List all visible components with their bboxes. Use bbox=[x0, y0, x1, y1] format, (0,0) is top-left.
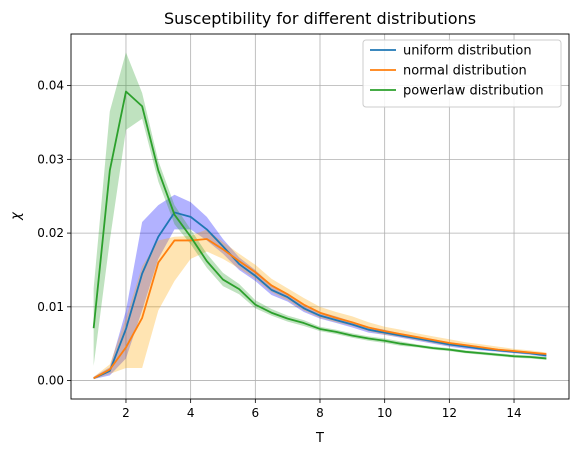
y-tick-label: 0.00 bbox=[37, 374, 64, 388]
y-tick-label: 0.02 bbox=[37, 226, 64, 240]
y-tick-label: 0.03 bbox=[37, 152, 64, 166]
chart-title: Susceptibility for different distributio… bbox=[164, 9, 476, 28]
uniform-series-line bbox=[93, 211, 547, 380]
powerlaw-series-line bbox=[92, 90, 547, 360]
legend-box bbox=[362, 39, 562, 108]
x-tick-label: 2 bbox=[122, 406, 130, 420]
powerlaw-legend-label: powerlaw distribution bbox=[403, 84, 544, 99]
normal-legend-label: normal distribution bbox=[403, 64, 527, 79]
uniform-legend-label: uniform distribution bbox=[403, 44, 532, 59]
normal-series-line bbox=[93, 238, 547, 380]
y-tick-label: 0.04 bbox=[37, 79, 64, 93]
y-tick-label: 0.01 bbox=[37, 300, 64, 314]
x-tick-label: 12 bbox=[442, 406, 457, 420]
x-axis-ticks: 2 4 6 8 10 12 14 bbox=[122, 399, 522, 420]
y-axis-label: χ bbox=[9, 211, 24, 221]
legend: uniform distribution normal distribution p… bbox=[362, 39, 562, 108]
legend-entries: uniform distribution normal distribution p… bbox=[370, 44, 544, 99]
x-tick-label: 10 bbox=[377, 406, 392, 420]
x-tick-label: 6 bbox=[252, 406, 260, 420]
series-lines bbox=[92, 90, 547, 380]
x-tick-label: 14 bbox=[506, 406, 521, 420]
y-axis-ticks: 0.00 0.01 0.02 0.03 0.04 bbox=[37, 79, 71, 388]
x-axis-label: T bbox=[315, 431, 324, 446]
x-tick-label: 4 bbox=[187, 406, 195, 420]
x-tick-label: 8 bbox=[316, 406, 324, 420]
